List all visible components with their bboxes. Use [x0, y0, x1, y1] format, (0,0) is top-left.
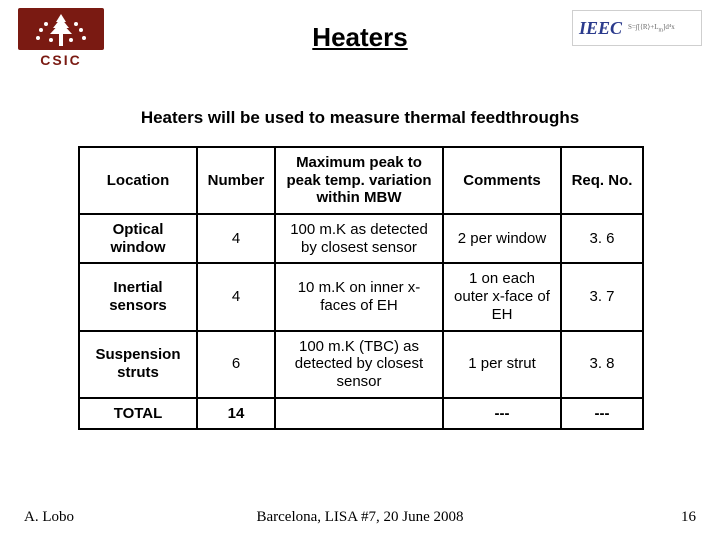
cell-reqno: 3. 7	[561, 263, 643, 330]
table-row: Optical window 4 100 m.K as detected by …	[79, 214, 643, 263]
slide: CSIC IEEC S=∫[⟨R⟩+Lm]d⁴x Heaters Heaters…	[0, 0, 720, 540]
col-number: Number	[197, 147, 275, 214]
table-row-total: TOTAL 14 --- ---	[79, 398, 643, 430]
heaters-table: Location Number Maximum peak to peak tem…	[78, 146, 642, 430]
col-reqno: Req. No.	[561, 147, 643, 214]
cell-reqno: 3. 6	[561, 214, 643, 263]
col-location: Location	[79, 147, 197, 214]
cell-comments: ---	[443, 398, 561, 430]
table-header-row: Location Number Maximum peak to peak tem…	[79, 147, 643, 214]
cell-location: Optical window	[79, 214, 197, 263]
csic-label: CSIC	[18, 52, 104, 68]
col-maxvar: Maximum peak to peak temp. variation wit…	[275, 147, 443, 214]
cell-number: 14	[197, 398, 275, 430]
cell-number: 6	[197, 331, 275, 398]
page-subtitle: Heaters will be used to measure thermal …	[0, 108, 720, 128]
cell-number: 4	[197, 263, 275, 330]
cell-maxvar: 100 m.K (TBC) as detected by closest sen…	[275, 331, 443, 398]
cell-location: Inertial sensors	[79, 263, 197, 330]
footer-venue: Barcelona, LISA #7, 20 June 2008	[0, 509, 720, 526]
cell-maxvar	[275, 398, 443, 430]
cell-reqno: 3. 8	[561, 331, 643, 398]
footer-page: 16	[681, 509, 696, 526]
table: Location Number Maximum peak to peak tem…	[78, 146, 644, 430]
cell-comments: 1 on each outer x-face of EH	[443, 263, 561, 330]
cell-comments: 1 per strut	[443, 331, 561, 398]
cell-location: TOTAL	[79, 398, 197, 430]
cell-maxvar: 10 m.K on inner x-faces of EH	[275, 263, 443, 330]
cell-comments: 2 per window	[443, 214, 561, 263]
cell-reqno: ---	[561, 398, 643, 430]
table-row: Inertial sensors 4 10 m.K on inner x-fac…	[79, 263, 643, 330]
cell-location: Suspension struts	[79, 331, 197, 398]
table-row: Suspension struts 6 100 m.K (TBC) as det…	[79, 331, 643, 398]
col-comments: Comments	[443, 147, 561, 214]
cell-maxvar: 100 m.K as detected by closest sensor	[275, 214, 443, 263]
page-title: Heaters	[0, 22, 720, 53]
cell-number: 4	[197, 214, 275, 263]
page-title-text: Heaters	[312, 22, 407, 52]
